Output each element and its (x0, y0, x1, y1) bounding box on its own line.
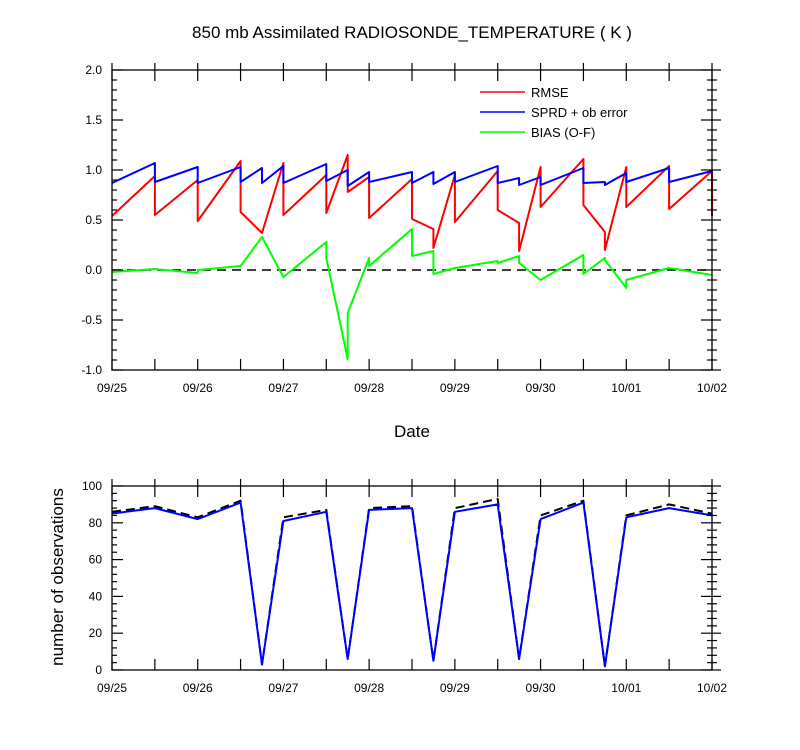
x-tick-label: 09/28 (354, 381, 384, 395)
top-chart: 850 mb Assimilated RADIOSONDE_TEMPERATUR… (81, 23, 727, 441)
series-line-sprd-ob-error (111, 162, 713, 187)
series-line-rmse (111, 154, 713, 252)
legend-label-rmse: RMSE (531, 85, 569, 100)
series-line-observations-assimilated (111, 501, 713, 668)
x-tick-label: 09/29 (440, 381, 470, 395)
x-tick-label: 10/02 (697, 681, 727, 695)
top-plot-area: 09/25 09/26 09/27 09/28 09/29 09/30 10/01 10/02… (81, 63, 727, 395)
y-tick-label: 60 (89, 553, 103, 567)
legend-label-bias: BIAS (O-F) (531, 125, 595, 140)
x-tick-label: 09/27 (268, 381, 298, 395)
y-axis-title: number of observations (48, 488, 67, 666)
y-tick-label: 40 (89, 589, 103, 603)
y-tick-label: 2.0 (85, 63, 102, 77)
series-line-observations-possible (111, 497, 713, 668)
x-tick-label: 09/30 (526, 681, 556, 695)
y-tick-label: 100 (82, 479, 102, 493)
y-tick-label: 1.5 (85, 113, 102, 127)
x-axis-title: Date (394, 422, 430, 441)
y-tick-label: 0 (95, 663, 102, 677)
x-tick-label: 10/01 (611, 681, 641, 695)
x-tick-label: 09/25 (97, 381, 127, 395)
chart-title: 850 mb Assimilated RADIOSONDE_TEMPERATUR… (192, 23, 632, 42)
y-tick-label: 20 (89, 626, 103, 640)
bottom-plot-area: 09/25 09/26 09/27 09/28 09/29 09/30 10/01 10/02… (82, 479, 727, 695)
y-tick-label: 1.0 (85, 163, 102, 177)
top-ticks: 09/25 09/26 09/27 09/28 09/29 09/30 10/01 10/02… (81, 63, 727, 395)
x-tick-label: 09/29 (440, 681, 470, 695)
bottom-ticks: 09/25 09/26 09/27 09/28 09/29 09/30 10/01 10/02… (82, 479, 727, 695)
bottom-series-group (111, 497, 713, 668)
legend-label-sprd: SPRD + ob error (531, 105, 628, 120)
x-tick-label: 10/01 (611, 381, 641, 395)
x-tick-label: 09/30 (526, 381, 556, 395)
y-tick-label: 80 (89, 516, 103, 530)
y-tick-label: -0.5 (81, 313, 102, 327)
y-tick-label: 0.0 (85, 263, 102, 277)
x-tick-label: 09/27 (268, 681, 298, 695)
series-line-bias-o-f (111, 228, 713, 360)
x-tick-label: 09/25 (97, 681, 127, 695)
legend: RMSE SPRD + ob error BIAS (O-F) (480, 85, 628, 140)
x-tick-label: 09/28 (354, 681, 384, 695)
x-tick-label: 09/26 (183, 381, 213, 395)
y-tick-label: 0.5 (85, 213, 102, 227)
top-series-group (111, 154, 713, 360)
x-tick-label: 10/02 (697, 381, 727, 395)
x-tick-label: 09/26 (183, 681, 213, 695)
bottom-chart: 09/25 09/26 09/27 09/28 09/29 09/30 10/01 10/02… (48, 479, 727, 695)
y-tick-label: -1.0 (81, 363, 102, 377)
